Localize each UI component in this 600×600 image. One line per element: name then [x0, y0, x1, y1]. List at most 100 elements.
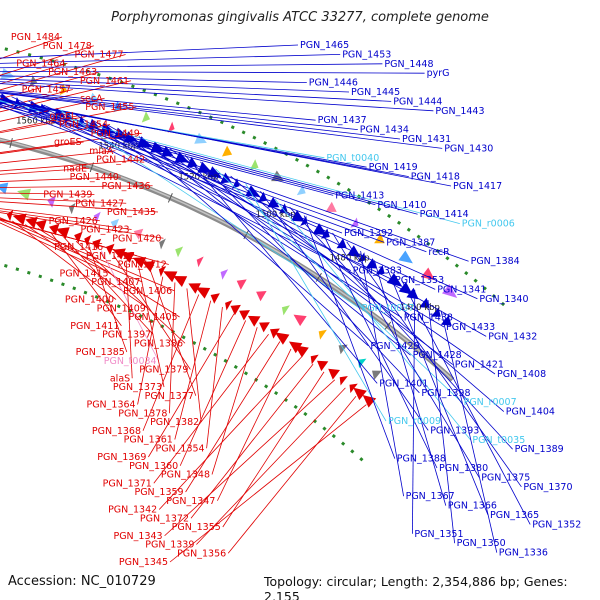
gene-label: PGN_1401 — [379, 378, 428, 389]
gene-label: PGN_1367 — [406, 491, 455, 502]
leader-line — [0, 90, 316, 121]
gene-label: PGN_1423 — [80, 225, 129, 236]
gene-feature-arrow — [17, 188, 31, 201]
gene-label: PGN_1371 — [103, 478, 152, 489]
gene-label: PGN_1380 — [439, 463, 488, 474]
gene-feature-arrow — [421, 267, 435, 281]
tick-mark — [167, 193, 173, 203]
gene-label: PGN_1431 — [402, 134, 451, 145]
gene-label: PGN_1422 — [86, 251, 135, 262]
gene-label: groES — [54, 137, 82, 148]
gene-feature-arrow — [175, 246, 184, 258]
gene-feature-arrow — [270, 328, 280, 339]
leader-line — [0, 80, 132, 113]
gene-label: PGN_1389 — [515, 444, 564, 455]
gene-label: PGN_1477 — [74, 50, 123, 61]
gene-label: PGN_1453 — [342, 49, 391, 60]
gene-label: PGN_1418 — [411, 172, 460, 183]
gene-label: PGN_1412 — [118, 260, 167, 271]
gene-feature-arrow — [312, 223, 328, 236]
gene-label: PGN_1436 — [101, 181, 150, 192]
gene-feature-arrow — [372, 370, 382, 380]
gene-label: PGN_1443 — [435, 106, 484, 117]
leader-line — [0, 54, 126, 91]
backbone-highlight — [0, 138, 453, 380]
gene-label: PGN_1433 — [446, 322, 495, 333]
gene-feature-arrow — [245, 185, 261, 197]
gene-label: PGN_1351 — [414, 529, 463, 540]
gene-label: secA — [80, 93, 103, 104]
gc-dotted-ring-0 — [0, 262, 369, 466]
gene-label: PGN_1336 — [499, 548, 548, 559]
gene-label: PGN_1429 — [370, 341, 419, 352]
gene-label: PGN_t0035 — [472, 435, 525, 446]
gene-feature-arrow — [68, 202, 76, 215]
leader-line — [164, 379, 336, 537]
gene-feature-arrow — [293, 314, 307, 327]
leader-line — [59, 109, 360, 309]
gene-label: PGN_1387 — [386, 237, 435, 248]
gene-label: PGN_1432 — [488, 331, 537, 342]
leader-line — [227, 395, 357, 554]
gene-label: PGN_1386 — [134, 338, 183, 349]
leader-line — [88, 245, 128, 353]
gene-label: PGN_1465 — [300, 40, 349, 51]
gene-feature-arrow — [25, 216, 38, 229]
gene-feature-arrow — [274, 332, 290, 345]
gene-label: PGN_1397 — [102, 330, 151, 341]
leader-line — [184, 154, 378, 384]
gene-label: PGN_1354 — [155, 443, 204, 454]
gene-feature-arrow — [105, 243, 115, 255]
backbone-track — [0, 137, 455, 382]
gene-feature-arrow — [257, 191, 268, 203]
leader-line — [169, 282, 176, 414]
gene-feature-arrow — [321, 228, 330, 239]
gene-feature-arrow — [121, 252, 135, 263]
leader-line — [186, 288, 202, 423]
gene-label: PGN_1398 — [421, 388, 470, 399]
gene-label: PGN_1427 — [75, 198, 124, 209]
leader-line — [0, 81, 392, 102]
leader-line — [0, 218, 169, 265]
leader-line — [0, 83, 434, 112]
gene-feature-arrow — [365, 258, 378, 269]
leader-line — [196, 387, 346, 545]
gene-feature-arrow — [398, 250, 413, 264]
gene-label: PGN_1455 — [85, 102, 134, 113]
gene-feature-arrow — [55, 227, 70, 239]
gene-feature-arrow — [236, 279, 247, 290]
gene-label: PGN_1379 — [139, 365, 188, 376]
leader-line — [0, 98, 452, 187]
gene-label: PGN_1392 — [344, 228, 393, 239]
gene-feature-arrow — [310, 354, 319, 365]
gene-feature-arrow — [442, 284, 458, 298]
leader-line — [0, 217, 175, 292]
gene-feature-arrow — [419, 297, 430, 308]
gene-label: PGN_t0034 — [104, 356, 157, 367]
gene-feature-arrow — [158, 266, 166, 277]
tick-label: 1560 kbp — [16, 117, 56, 127]
gene-label: PGN_1388 — [397, 454, 446, 465]
map-title: Porphyromonas gingivalis ATCC 33277, com… — [111, 10, 489, 25]
gene-label: PGN_1385 — [76, 347, 125, 358]
leader-line — [185, 341, 281, 493]
leader-line — [412, 289, 416, 534]
gene-label: PGN_1407 — [91, 277, 140, 288]
leader-line — [107, 124, 487, 337]
gene-label: PGN_1430 — [444, 143, 493, 154]
gene-feature-arrow — [29, 75, 38, 87]
gene-label: PGN_1339 — [145, 540, 194, 551]
tick-mark — [9, 138, 13, 148]
gene-label: pyrG — [427, 68, 450, 79]
leader-line — [24, 224, 149, 309]
gene-feature-arrow — [194, 132, 207, 144]
leader-line — [0, 141, 84, 155]
gene-label: PGN_1409 — [97, 303, 146, 314]
gene-feature-arrow — [281, 305, 290, 316]
gene-feature-arrow — [210, 293, 220, 304]
gene-label: PGN_r0006 — [462, 219, 515, 230]
leader-line — [0, 92, 401, 140]
